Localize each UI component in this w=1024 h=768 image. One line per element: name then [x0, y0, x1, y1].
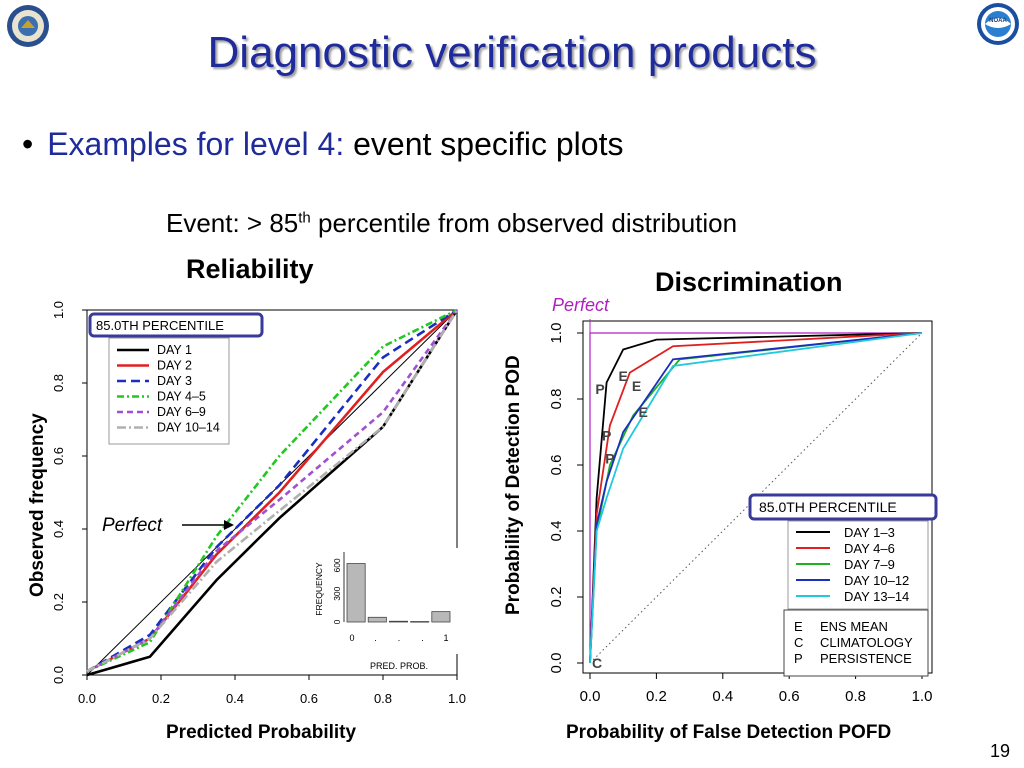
discrimination-legend-title: 85.0TH PERCENTILE — [759, 499, 897, 515]
inset-y-tick-label: 0 — [332, 619, 342, 624]
discrimination-y-tick-label: 0.2 — [548, 587, 565, 608]
discrimination-heading: Discrimination — [655, 267, 843, 297]
slide-title: Diagnostic verification products — [207, 28, 817, 77]
discrimination-legend-label: DAY 10–12 — [844, 573, 909, 588]
reliability-y-tick-label: 0.4 — [51, 520, 66, 538]
reliability-x-tick-label: 0.2 — [152, 691, 170, 706]
discrimination-x-tick-label: 0.8 — [845, 688, 866, 705]
discrimination-y-tick-label: 0.8 — [548, 389, 565, 410]
discrimination-y-tick-label: 1.0 — [548, 323, 565, 344]
reliability-legend-label: DAY 2 — [157, 359, 192, 373]
discrimination-legend-label: DAY 13–14 — [844, 589, 909, 604]
reliability-ylabel: Observed frequency — [27, 413, 48, 597]
doc-seal-icon — [7, 5, 49, 47]
discrimination-legend-label: DAY 7–9 — [844, 557, 895, 572]
discrimination-marker-legend-label: PERSISTENCE — [820, 651, 912, 666]
event-post: percentile from observed distribution — [310, 208, 738, 238]
reliability-x-tick-label: 0.4 — [226, 691, 244, 706]
inset-histogram-bar — [410, 621, 430, 623]
discrimination-series-line — [589, 332, 923, 664]
discrimination-marker-legend-symbol: C — [794, 635, 803, 650]
reliability-series-line — [86, 308, 458, 673]
discrimination-marker-legend-label: ENS MEAN — [820, 619, 888, 634]
discrimination-marker: E — [638, 404, 647, 420]
discrimination-marker: P — [605, 450, 614, 466]
discrimination-marker: E — [619, 368, 628, 384]
discrimination-marker-legend-symbol: P — [794, 651, 803, 666]
event-sup: th — [298, 209, 311, 227]
reliability-y-tick-label: 0.8 — [51, 374, 66, 392]
reliability-series-line — [86, 308, 458, 673]
reliability-perfect-arrowhead — [224, 520, 234, 530]
bullet-rest: event specific plots — [353, 126, 624, 162]
reliability-y-tick-label: 0.6 — [51, 447, 66, 465]
discrimination-xlabel: Probability of False Detection POFD — [566, 722, 892, 743]
discrimination-legend-label: DAY 4–6 — [844, 541, 895, 556]
discrimination-y-tick-label: 0.6 — [548, 455, 565, 476]
discrimination-marker: C — [592, 655, 602, 671]
discrimination-marker-legend-label: CLIMATOLOGY — [820, 635, 913, 650]
discrimination-x-tick-label: 0.0 — [580, 688, 601, 705]
noaa-logo-text: NOAA — [989, 18, 1007, 24]
reliability-x-tick-label: 0.6 — [300, 691, 318, 706]
inset-histogram-bar — [431, 611, 451, 623]
discrimination-y-tick-label: 0.4 — [548, 521, 565, 542]
reliability-x-tick-label: 0.0 — [78, 691, 96, 706]
discrimination-legend-label: DAY 1–3 — [844, 525, 895, 540]
discrimination-marker: P — [602, 427, 611, 443]
reliability-legend-label: DAY 4–5 — [157, 390, 206, 404]
reliability-legend-title-box — [88, 312, 264, 338]
reliability-legend-label: DAY 10–14 — [157, 421, 220, 435]
reliability-chart: 0.0 0.2 0.4 0.6 0.8 1.00.00.20.40.60.81.085.0… — [51, 301, 466, 706]
discrimination-marker-legend-box — [783, 609, 929, 677]
inset-x-tick-label: 0 — [349, 633, 354, 643]
discrimination-x-tick-label: 0.6 — [779, 688, 800, 705]
inset-histogram-bar — [346, 563, 366, 623]
reliability-series-line — [86, 309, 459, 673]
inset-histogram-bar — [388, 620, 408, 623]
reliability-heading: Reliability — [186, 254, 314, 284]
reliability-y-tick-label: 1.0 — [51, 301, 66, 319]
inset-xlabel: PRED. PROB. — [370, 661, 428, 671]
discrimination-x-tick-label: 0.2 — [646, 688, 667, 705]
reliability-legend-label: DAY 6–9 — [157, 405, 206, 419]
discrimination-marker: P — [595, 381, 604, 397]
discrimination-chart: 0.0 0.2 0.4 0.6 0.8 1.0 0.0 0.2 0.4 0.6 0.8 1.0 Perf… — [548, 295, 938, 705]
event-pre: Event: > 85 — [166, 208, 299, 238]
reliability-x-tick-label: 1.0 — [448, 691, 466, 706]
event-line: Event: > 85th percentile from observed d… — [166, 208, 737, 239]
reliability-x-tick-label: 0.8 — [374, 691, 392, 706]
inset-y-tick-label: 300 — [332, 586, 342, 600]
page-number: 19 — [989, 741, 1010, 761]
inset-x-tick-label: . — [398, 633, 401, 643]
reliability-legend-label: DAY 1 — [157, 343, 192, 357]
reliability-legend-label: DAY 3 — [157, 374, 192, 388]
inset-histogram-bar — [367, 616, 387, 623]
discrimination-marker-legend-symbol: E — [794, 619, 803, 634]
reliability-y-tick-label: 0.0 — [51, 666, 66, 684]
reliability-legend-title: 85.0TH PERCENTILE — [96, 318, 224, 333]
inset-ylabel: FREQUENCY — [314, 562, 324, 616]
reliability-plot-frame — [86, 309, 458, 676]
inset-x-tick-label: 1 — [443, 633, 448, 643]
reliability-series-line — [86, 309, 459, 673]
bullet-prefix: Examples for level 4: — [47, 126, 345, 162]
discrimination-marker: E — [632, 378, 641, 394]
reliability-y-tick-label: 0.2 — [51, 593, 66, 611]
discrimination-perfect-label: Perfect — [552, 295, 610, 315]
discrimination-legend-title-box — [748, 493, 938, 521]
inset-x-tick-label: . — [374, 633, 377, 643]
reliability-xlabel: Predicted Probability — [166, 722, 357, 743]
reliability-perfect-label: Perfect — [102, 515, 163, 536]
discrimination-y-tick-label: 0.0 — [548, 653, 565, 674]
bullet-line: • Examples for level 4: event specific pl… — [22, 126, 623, 163]
discrimination-x-tick-label: 0.4 — [712, 688, 733, 705]
inset-x-tick-label: . — [421, 633, 424, 643]
noaa-logo-icon: NOAA — [977, 3, 1019, 45]
bullet-dot-icon: • — [22, 126, 34, 162]
inset-y-tick-label: 600 — [332, 558, 342, 572]
discrimination-x-tick-label: 1.0 — [912, 688, 933, 705]
discrimination-ylabel: Probability of Detection POD — [503, 355, 524, 615]
